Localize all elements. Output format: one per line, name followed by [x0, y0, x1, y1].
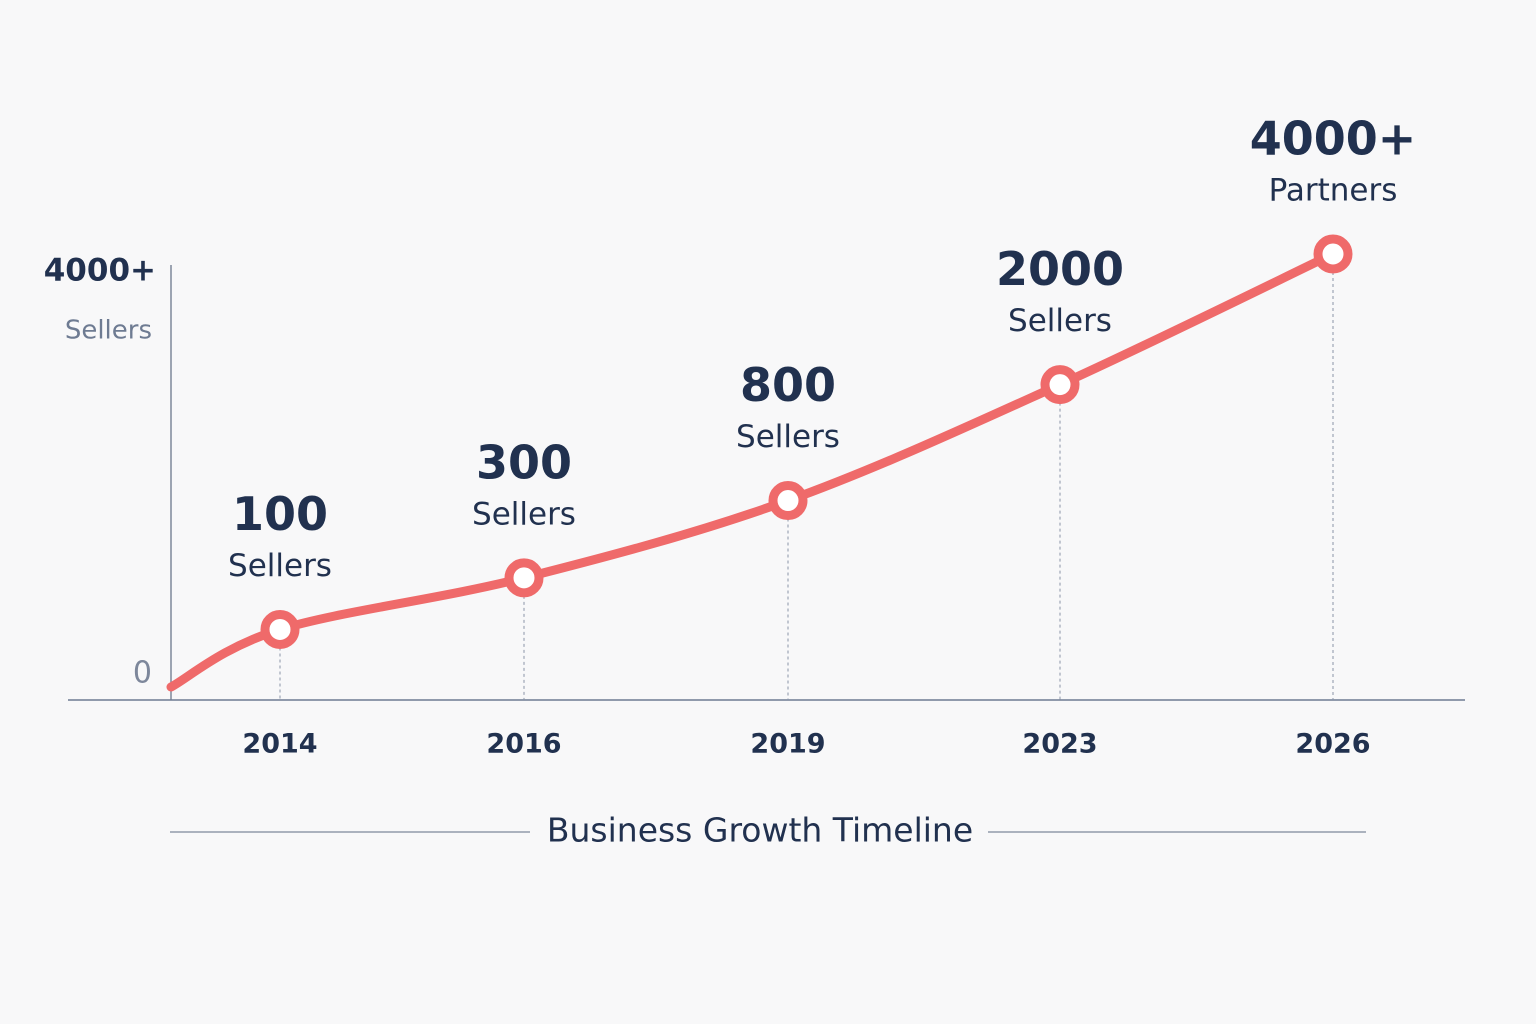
- x-tick-label: 2023: [1022, 729, 1097, 760]
- data-label-unit: Sellers: [1008, 303, 1112, 339]
- data-label-unit: Partners: [1269, 173, 1398, 209]
- data-point: [768, 481, 808, 521]
- y-axis-top-label: 4000+: [44, 253, 156, 289]
- y-axis-top-sublabel: Sellers: [65, 316, 152, 346]
- growth-line: [166, 249, 1338, 692]
- x-tick-label: 2016: [486, 729, 561, 760]
- data-label-value: 800: [740, 358, 836, 412]
- data-label-value: 100: [232, 487, 328, 541]
- data-label-unit: Sellers: [228, 548, 332, 584]
- data-label-unit: Sellers: [736, 419, 840, 455]
- data-label-value: 300: [476, 435, 572, 489]
- data-label-value: 2000: [996, 242, 1124, 296]
- y-axis-zero-label: 0: [133, 656, 152, 691]
- data-label-value: 4000+: [1250, 112, 1417, 166]
- data-point: [1313, 234, 1353, 274]
- x-tick-label: 2026: [1295, 729, 1370, 760]
- data-point: [1040, 365, 1080, 405]
- x-tick-label: 2014: [242, 729, 317, 760]
- data-point: [260, 609, 300, 649]
- x-tick-label: 2019: [750, 729, 825, 760]
- chart-title: Business Growth Timeline: [547, 811, 973, 850]
- data-point: [504, 558, 544, 598]
- data-label-unit: Sellers: [472, 496, 576, 532]
